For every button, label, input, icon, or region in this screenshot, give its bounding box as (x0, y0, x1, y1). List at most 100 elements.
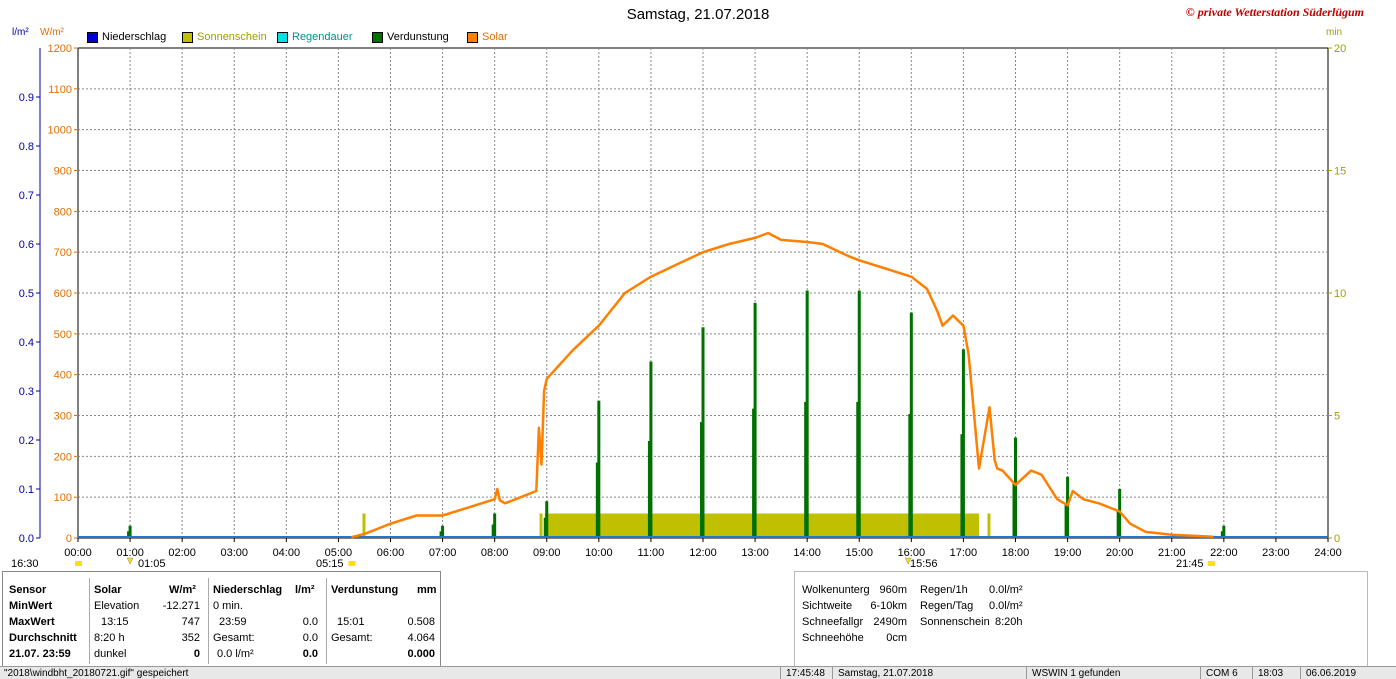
y-tick-lm2: 0.8 (19, 141, 34, 153)
y-tick-min: 20 (1334, 43, 1346, 55)
evaporation-bar (545, 501, 549, 538)
sun-marker-left (75, 561, 82, 566)
row-nied-b: 0.0 (302, 616, 318, 628)
x-tick: 22:00 (1210, 547, 1238, 559)
row-solar-a: 13:15 (101, 616, 129, 628)
chart-title: Samstag, 21.07.2018 (626, 6, 770, 23)
x-tick: 09:00 (533, 547, 561, 559)
sun-marker-set (1207, 561, 1215, 566)
evaporation-bar (1066, 476, 1070, 538)
y-tick-wm2: 100 (54, 492, 72, 504)
row-solar-b: 352 (181, 632, 200, 644)
hdr-niederschlag-unit: l/m² (295, 584, 315, 596)
y-tick-min: 15 (1334, 166, 1346, 178)
y-tick-wm2: 1200 (48, 43, 72, 55)
row-solar-b: -12.271 (162, 600, 200, 612)
legend-item-verdunstung: Verdunstung (372, 31, 449, 43)
row-nied-a: 0.0 l/m² (217, 648, 254, 660)
row-nied-b: 0.0 (302, 632, 318, 644)
y-tick-lm2: 0.0 (19, 533, 34, 545)
marker-left-time: 16:30 (11, 558, 39, 570)
x-tick: 13:00 (741, 547, 769, 559)
evaporation-bar-half (1012, 482, 1015, 538)
evaporation-bar-half (700, 422, 702, 538)
status-port: COM 6 (1206, 668, 1238, 679)
evaporation-bar-half (804, 401, 807, 538)
evaporation-bar (857, 290, 861, 538)
weather-key: Schneehöhe (802, 632, 864, 644)
status-separator (1200, 667, 1201, 679)
status-clock: 18:03 (1258, 668, 1284, 679)
row-label: 21.07. 23:59 (9, 648, 71, 660)
legend-swatch (182, 31, 193, 43)
weather-key: Wolkenunterg (802, 584, 870, 596)
status-separator (1300, 667, 1301, 679)
row-solar-b: 747 (181, 616, 200, 628)
evaporation-bar-half (856, 401, 859, 538)
evaporation-bar (649, 361, 653, 538)
x-tick: 10:00 (585, 547, 613, 559)
status-file: "2018\windbht_20180721.gif" gespeichert (4, 668, 189, 679)
y-tick-wm2: 600 (54, 288, 72, 300)
y-tick-wm2: 400 (54, 370, 72, 382)
x-tick: 02:00 (168, 547, 196, 559)
weather-chart: 0.00.10.20.30.40.50.60.70.80.90100200300… (19, 43, 1346, 566)
y-tick-lm2: 0.1 (19, 484, 34, 496)
row-verd-a: 15:01 (337, 616, 365, 628)
hdr-solar-unit: W/m² (169, 584, 196, 596)
evaporation-bar-half (908, 414, 911, 538)
hdr-verdunstung-unit: mm (417, 584, 437, 596)
x-tick: 12:00 (689, 547, 717, 559)
x-tick: 14:00 (793, 547, 821, 559)
left-unit-lm2: l/m² (12, 27, 29, 38)
rain-key: Regen/Tag (920, 600, 974, 612)
evaporation-bar-half (543, 517, 546, 538)
evaporation-bar (128, 525, 132, 538)
evaporation-bar-half (960, 434, 963, 538)
row-solar-a: 8:20 h (94, 632, 125, 644)
weather-panel: Wolkenunterg 960m Sichtweite 6-10km Schn… (794, 571, 1368, 667)
sun-marker-rise (348, 561, 356, 566)
evaporation-bar (753, 302, 757, 538)
x-tick: 16:00 (898, 547, 926, 559)
x-tick: 01:00 (116, 547, 144, 559)
y-tick-wm2: 0 (66, 533, 72, 545)
evaporation-bar (441, 525, 445, 538)
row-verd-a: Gesamt: (331, 632, 373, 644)
row-nied-a: 0 min. (213, 600, 243, 612)
row-verd-b: 0.508 (407, 616, 435, 628)
row-verd-b: 0.000 (407, 648, 435, 660)
x-tick: 08:00 (481, 547, 509, 559)
right-unit-min: min (1326, 27, 1343, 38)
status-date: Samstag, 21.07.2018 (838, 668, 934, 679)
status-device: WSWIN 1 gefunden (1032, 668, 1121, 679)
hdr-verdunstung: Verdunstung (331, 584, 399, 596)
x-tick: 20:00 (1106, 547, 1134, 559)
sunshine-bar (539, 513, 543, 538)
row-solar-a: dunkel (94, 648, 127, 660)
legend-swatch (277, 31, 288, 43)
evaporation-bar-half (127, 531, 130, 538)
marker-lowmin-time: 01:05 (138, 558, 166, 570)
legend-item-solar: Solar (467, 31, 508, 43)
legend-swatch (467, 31, 478, 43)
weather-key: Schneefallgr (802, 616, 864, 628)
marker-rise-time: 05:15 (316, 558, 344, 570)
evaporation-bar (493, 513, 497, 538)
sunshine-block (546, 513, 980, 538)
evaporation-bar-half (1220, 531, 1223, 538)
x-tick: 23:00 (1262, 547, 1290, 559)
row-nied-b: 0.0 (302, 648, 318, 660)
x-tick: 18:00 (1002, 547, 1030, 559)
legend-item-regendauer: Regendauer (277, 31, 353, 43)
status-separator (780, 667, 781, 679)
row-label: MinWert (9, 600, 53, 612)
legend-item-sonnenschein: Sonnenschein (182, 31, 267, 43)
hdr-sensor: Sensor (9, 584, 47, 596)
row-solar-b: 0 (193, 648, 200, 660)
evaporation-bar-half (1064, 504, 1067, 538)
row-nied-a: Gesamt: (213, 632, 255, 644)
y-tick-lm2: 0.2 (19, 435, 34, 447)
row-solar-a: Elevation (94, 600, 140, 612)
status-today: 06.06.2019 (1306, 668, 1357, 679)
